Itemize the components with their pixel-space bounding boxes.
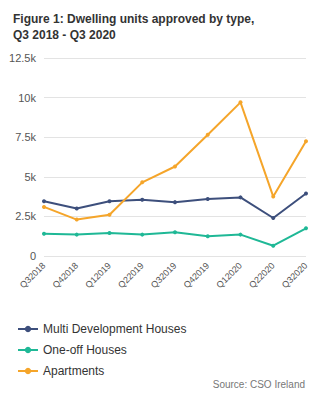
svg-text:Q12020: Q12020 (214, 260, 244, 290)
svg-text:Q22019: Q22019 (116, 260, 146, 290)
svg-text:7.5k: 7.5k (15, 131, 36, 143)
svg-text:Q42019: Q42019 (182, 260, 212, 290)
svg-text:Q12019: Q12019 (83, 260, 113, 290)
svg-text:Apartments: Apartments (43, 364, 104, 378)
svg-text:Q42018: Q42018 (51, 260, 81, 290)
svg-text:12.5k: 12.5k (9, 52, 36, 64)
svg-text:Figure 1: Dwelling units appro: Figure 1: Dwelling units approved by typ… (13, 12, 254, 26)
svg-text:Multi Development Houses: Multi Development Houses (43, 322, 186, 336)
svg-text:0: 0 (30, 250, 36, 262)
svg-text:2.5k: 2.5k (15, 210, 36, 222)
svg-text:Q32019: Q32019 (149, 260, 179, 290)
svg-text:One-off Houses: One-off Houses (43, 343, 127, 357)
svg-text:10k: 10k (18, 92, 36, 104)
svg-text:Q22020: Q22020 (247, 260, 277, 290)
svg-text:Q32020: Q32020 (280, 260, 310, 290)
svg-text:Q32018: Q32018 (18, 260, 48, 290)
svg-text:5k: 5k (24, 171, 36, 183)
svg-text:Q3 2018 - Q3 2020: Q3 2018 - Q3 2020 (13, 28, 116, 42)
svg-text:Source: CSO Ireland: Source: CSO Ireland (213, 379, 305, 390)
